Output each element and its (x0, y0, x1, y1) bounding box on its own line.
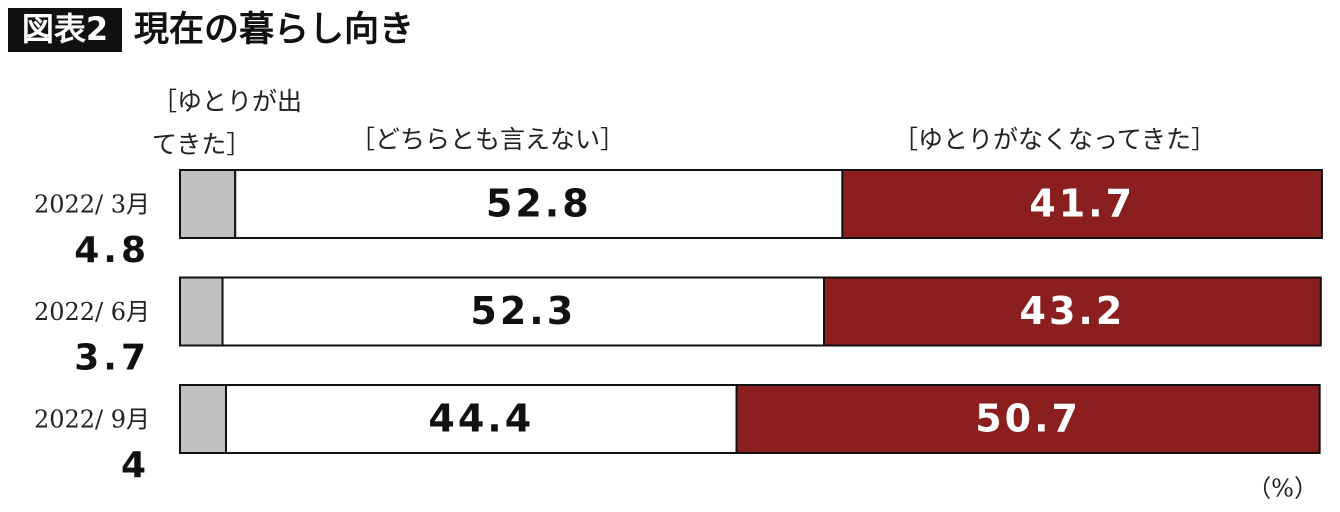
bar-segment (179, 169, 237, 239)
badge-box (8, 8, 122, 52)
bar-segment (221, 276, 826, 347)
legend-label: ［ゆとりが出てきた］ (152, 87, 303, 159)
value-label: 50.7 (975, 397, 1081, 441)
legend-label: ［ゆとりがなくなってきた］ (893, 125, 1217, 154)
bar-segment (179, 384, 227, 454)
value-label: 52.8 (486, 182, 592, 226)
bar-segment (179, 276, 224, 347)
category-label: 2022/ 9月 (34, 406, 150, 434)
bar-segment (234, 169, 844, 239)
chart-title: 現在の暮らし向き (134, 10, 414, 50)
bar-segment (225, 384, 738, 454)
bar-segment (823, 276, 1322, 347)
category-label: 2022/ 3月 (34, 191, 150, 219)
badge: 図表2 (22, 10, 108, 48)
bar-segment (735, 384, 1321, 454)
legend-label: ［どちらとも言えない］ (350, 125, 626, 154)
value-label: 44.4 (428, 397, 534, 441)
value-label: 41.7 (1029, 182, 1135, 226)
value-label: 3.7 (74, 338, 150, 379)
value-label: 4 (121, 445, 150, 486)
unit: （%） (1247, 475, 1318, 503)
category-label: 2022/ 6月 (34, 298, 150, 326)
value-label: 4.8 (74, 230, 150, 271)
value-label: 52.3 (470, 289, 576, 333)
value-label: 43.2 (1020, 289, 1126, 333)
bar-segment (841, 169, 1323, 239)
